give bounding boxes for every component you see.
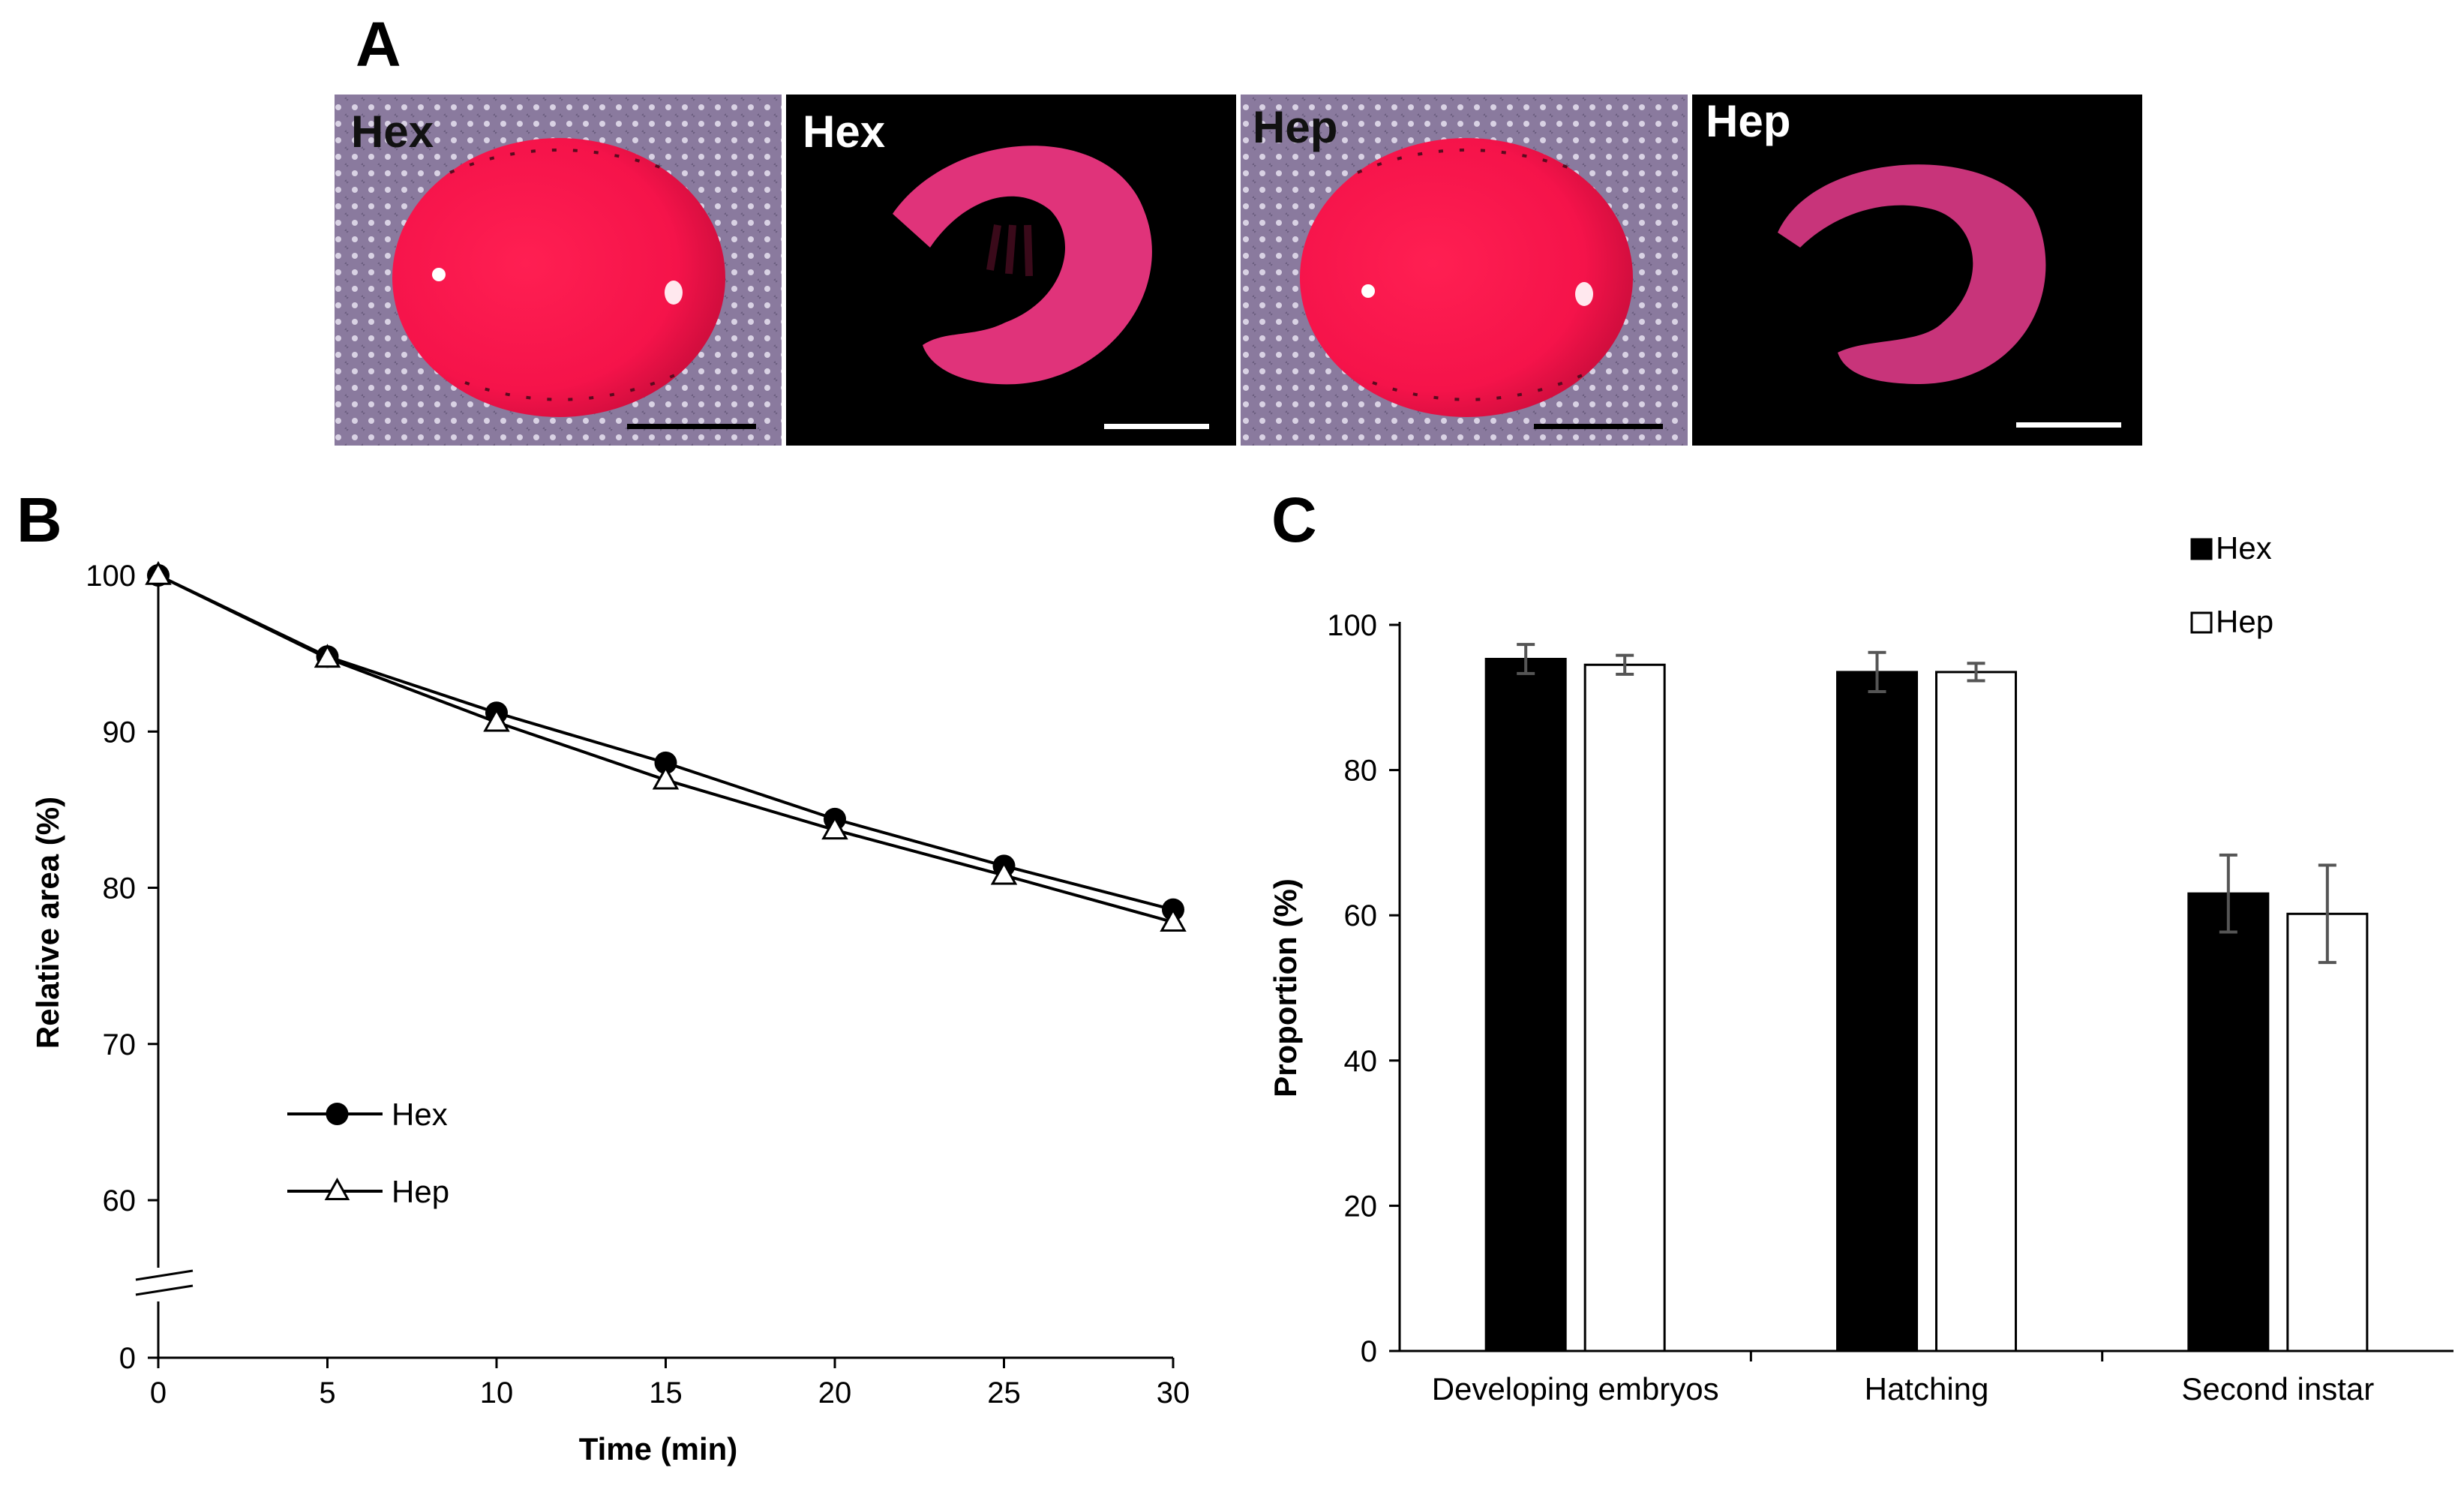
y-tick-label: 80 [103,872,137,905]
embryo-image [893,146,1152,385]
y-tick-label: 0 [1361,1335,1377,1368]
error-bar-hex [2219,853,2237,934]
egg-image [392,138,725,417]
x-tick-label: 0 [150,1376,167,1409]
legend-swatch-hep [2190,611,2213,634]
category-label: Hatching [1865,1371,1989,1406]
bar-hep [2286,912,2369,1352]
egg-highlight [1361,284,1375,298]
data-point-hep [145,560,172,585]
x-tick-label: 20 [818,1376,852,1409]
egg-highlight [432,268,446,281]
panel-c-letter: C [1271,485,1317,555]
data-point-hep [483,707,510,732]
x-tick-label: 25 [987,1376,1021,1409]
legend-label-hep: Hep [392,1174,449,1209]
data-point-hex [654,751,677,774]
data-point-hep [1160,908,1187,932]
y-tick-label: 60 [103,1184,137,1217]
chart-proportion: 0 20 40 60 80 100 Proportion (%) Developing emb… [1268,530,2453,1406]
photo-hex-egg: Hex [335,95,782,446]
bar-hex [1836,671,1918,1352]
x-tick-label: 15 [649,1376,683,1409]
series-line-hex [158,574,1174,911]
data-point-hep [652,765,680,790]
x-tick-label: 30 [1157,1376,1190,1409]
egg-image [1300,138,1633,417]
scale-bar [627,424,756,429]
bar-hep [1583,663,1666,1352]
y-tick-label: 100 [1327,609,1377,642]
bar-hex [1484,657,1567,1352]
y-tick-label: 80 [1344,755,1378,788]
x-axis-title: Time (min) [579,1431,738,1466]
scale-bar [2016,422,2121,428]
data-point-hep [314,644,341,668]
chart-relative-area: 0 60 70 80 90 100 0 5 10 15 20 25 30 Time (min) Relati… [30,560,1190,1466]
axis-break-mark [135,1269,194,1296]
error-bar-hep [1616,653,1634,676]
scale-bar [1104,424,1209,429]
data-point-hep [990,860,1018,885]
photo-label: Hep [1253,102,1337,152]
embryo-image [1778,164,2046,384]
y-tick-label: 40 [1344,1045,1378,1078]
x-tick-label: 10 [480,1376,514,1409]
legend-marker-hex [326,1103,349,1125]
photo-hep-embryo: Hep [1692,95,2142,446]
x-tick-label: 5 [319,1376,335,1409]
error-bar-hep [2318,863,2336,965]
legend-label-hex: Hex [2216,530,2272,566]
legend-label-hep: Hep [2216,604,2273,639]
y-tick-label: 0 [119,1342,136,1375]
y-tick-label: 90 [103,716,137,749]
legend-label-hex: Hex [392,1097,448,1132]
category-label: Developing embryos [1432,1371,1719,1406]
bar-hep [1935,671,2017,1352]
data-point-hep [821,815,848,840]
photo-hep-egg: Hep [1241,95,1688,446]
legend-swatch-hex [2190,538,2213,560]
y-tick-label: 70 [103,1028,137,1061]
photo-label: Hep [1706,96,1790,146]
y-tick-label: 20 [1344,1190,1378,1223]
y-tick-label: 100 [86,560,136,593]
error-bar-hex [1868,650,1886,694]
scale-bar [1534,424,1663,429]
category-label: Second instar [2181,1371,2374,1406]
panel-b-letter: B [17,485,62,555]
photo-label: Hex [803,107,885,157]
y-axis-title: Proportion (%) [1268,878,1303,1097]
legend-marker-hep [324,1177,350,1200]
photo-hex-embryo: Hex [786,95,1236,446]
error-bar-hep [1967,662,1985,683]
y-axis-title: Relative area (%) [30,797,65,1049]
panel-a-letter: A [356,9,401,80]
y-tick-label: 60 [1344,899,1378,932]
bar-hex [2187,892,2270,1352]
photo-label: Hex [351,107,434,157]
error-bar-hex [1517,643,1535,675]
